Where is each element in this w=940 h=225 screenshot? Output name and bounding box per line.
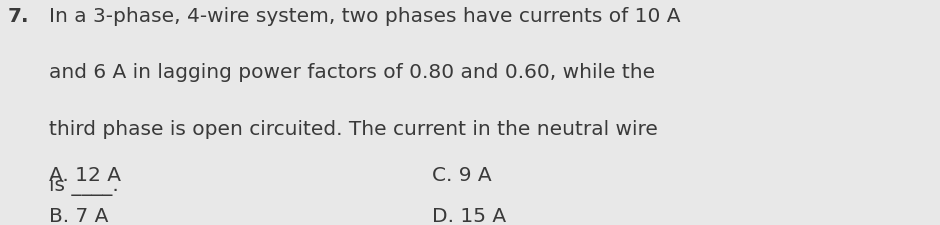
Text: third phase is open circuited. The current in the neutral wire: third phase is open circuited. The curre… bbox=[49, 119, 658, 138]
Text: and 6 A in lagging power factors of 0.80 and 0.60, while the: and 6 A in lagging power factors of 0.80… bbox=[49, 63, 655, 82]
Text: D. 15 A: D. 15 A bbox=[432, 206, 507, 225]
Text: A. 12 A: A. 12 A bbox=[49, 166, 121, 184]
Text: B. 7 A: B. 7 A bbox=[49, 206, 108, 225]
Text: 7.: 7. bbox=[8, 7, 29, 26]
Text: In a 3-phase, 4-wire system, two phases have currents of 10 A: In a 3-phase, 4-wire system, two phases … bbox=[49, 7, 681, 26]
Text: is ____.: is ____. bbox=[49, 176, 118, 195]
Text: C. 9 A: C. 9 A bbox=[432, 166, 492, 184]
